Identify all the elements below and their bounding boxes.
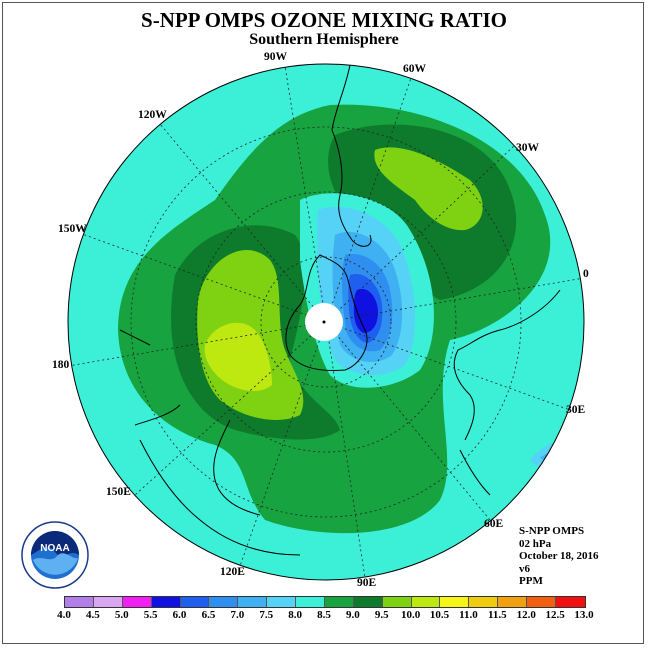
colorbar-tick-label: 8.0	[288, 609, 302, 621]
colorbar-tick-label: 7.5	[259, 609, 274, 621]
lon-label-90w: 90W	[264, 51, 287, 63]
colorbar-ticks: 4.0 4.5 5.0 5.5 6.0 6.5 7.0 7.5 8.0 8.5 9.0 9.5 10.0…	[57, 609, 594, 623]
colorbar-tick-label: 13.0	[574, 609, 594, 621]
colorbar-swatch	[296, 597, 325, 607]
noaa-logo: NOAA	[21, 521, 89, 589]
colorbar-swatch	[267, 597, 296, 607]
colorbar-tick-label: 9.0	[346, 609, 360, 621]
colorbar-swatch	[65, 597, 94, 607]
colorbar-swatch	[180, 597, 210, 607]
colorbar-tick-label: 7.0	[230, 609, 245, 621]
lon-label-150w: 150W	[58, 223, 87, 235]
colorbar-swatch	[527, 597, 556, 607]
lon-label-120w: 120W	[138, 109, 167, 121]
colorbar-swatch	[469, 597, 499, 607]
lon-label-120e: 120E	[220, 566, 245, 578]
colorbar-swatch	[382, 597, 412, 607]
colorbar-swatch	[324, 597, 354, 607]
colorbar-tick-label: 12.0	[516, 609, 536, 621]
lon-label-30e: 30E	[566, 404, 586, 416]
lon-label-150e: 150E	[106, 486, 131, 498]
colorbar-swatch	[353, 597, 383, 607]
colorbar-swatch	[238, 597, 268, 607]
colorbar-swatch	[440, 597, 470, 607]
colorbar-tick-label: 9.5	[374, 609, 389, 621]
map-boundary	[67, 63, 585, 581]
colorbar-swatch	[122, 597, 152, 607]
colorbar-tick-label: 5.5	[143, 609, 158, 621]
lon-label-0: 0	[583, 268, 589, 280]
colorbar-swatch	[498, 597, 527, 607]
info-version: v6	[519, 562, 530, 575]
colorbar-tick-label: 4.0	[57, 609, 71, 621]
ozone-level-9-0-east	[328, 124, 517, 300]
lon-label-60e: 60E	[484, 518, 504, 530]
colorbar-swatch	[555, 597, 585, 607]
info-date: October 18, 2016	[519, 550, 599, 562]
ozone-level-9-5-east	[374, 147, 483, 231]
colorbar-swatch	[151, 597, 181, 607]
map-title: S-NPP OMPS OZONE MIXING RATIO	[141, 8, 507, 32]
colorbar-tick-label: 10.5	[429, 609, 450, 621]
lon-label-180: 180	[52, 359, 70, 371]
colorbar-swatch	[209, 597, 239, 607]
colorbar-tick-label: 11.5	[488, 609, 507, 621]
ozone-level-5-5	[353, 288, 378, 333]
info-units: PPM	[519, 575, 543, 587]
map-subtitle: Southern Hemisphere	[249, 31, 399, 48]
lon-label-90e: 90E	[357, 577, 377, 589]
colorbar-swatch	[411, 597, 441, 607]
graticule	[68, 65, 584, 579]
colorbar-tick-label: 10.0	[401, 609, 421, 621]
south-pole-marker	[322, 320, 326, 324]
colorbar-tick-label: 11.0	[459, 609, 478, 621]
colorbar-swatch	[93, 597, 123, 607]
colorbar-tick-label: 6.0	[172, 609, 187, 621]
lon-label-60w: 60W	[403, 63, 426, 75]
lon-label-30w: 30W	[516, 142, 539, 154]
info-level: 02 hPa	[519, 537, 552, 550]
coastlines	[119, 64, 561, 556]
colorbar-tick-label: 8.5	[317, 609, 331, 621]
noaa-logo-text: NOAA	[40, 543, 69, 554]
colorbar-tick-label: 6.5	[201, 609, 216, 621]
colorbar-tick-label: 4.5	[86, 609, 100, 621]
colorbar	[64, 596, 586, 608]
colorbar-tick-label: 12.5	[545, 609, 565, 621]
info-instrument: S-NPP OMPS	[519, 525, 585, 537]
info-block: S-NPP OMPS 02 hPa October 18, 2016 v6 PP…	[519, 525, 599, 588]
colorbar-tick-label: 5.0	[114, 609, 129, 621]
